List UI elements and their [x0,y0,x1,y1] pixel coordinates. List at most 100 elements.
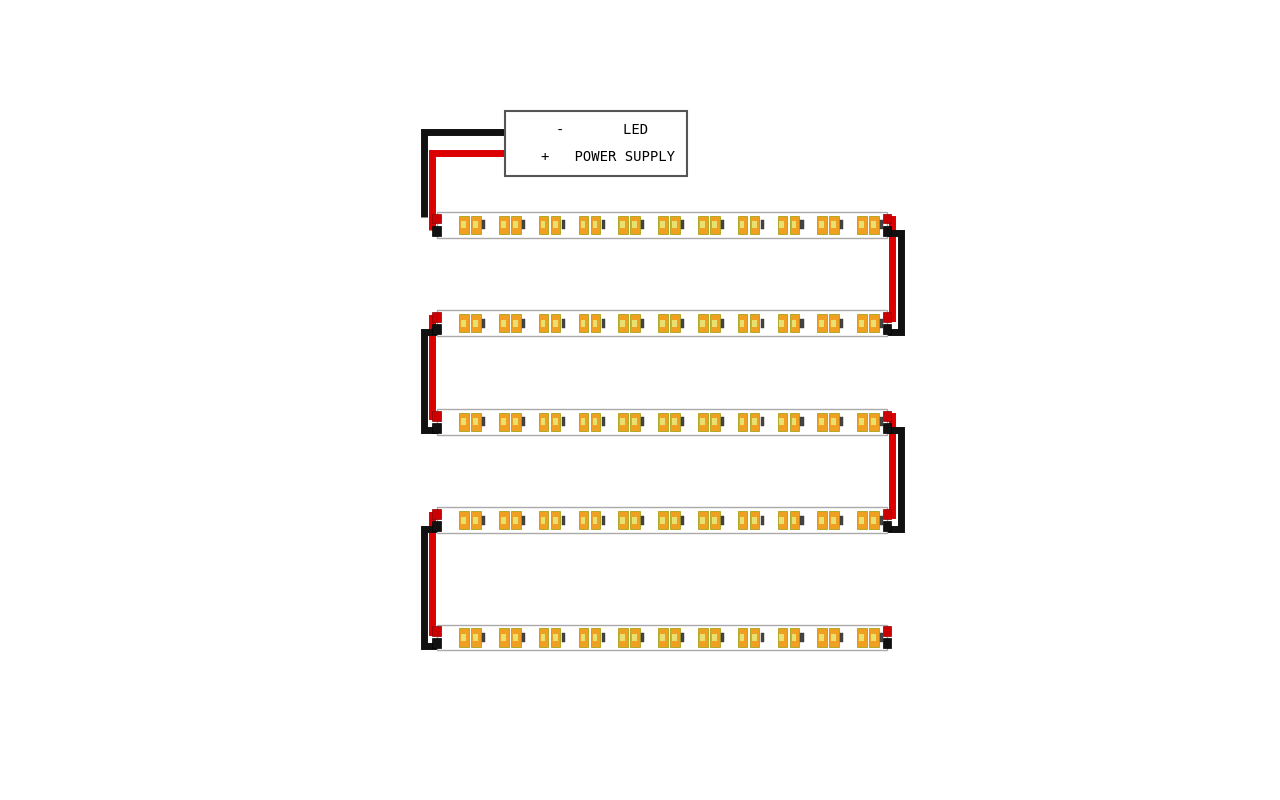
Bar [760,318,764,328]
Bar [581,634,585,641]
Bar [760,516,764,525]
Bar [550,511,561,530]
Bar [869,314,879,332]
Bar [859,418,864,426]
Bar [721,516,724,525]
Bar [881,633,883,642]
Bar [883,638,891,648]
Bar [760,220,764,230]
Bar [618,413,628,431]
Bar [737,314,748,332]
Bar [499,511,508,530]
Bar [474,320,477,327]
Bar [511,413,521,431]
Bar [698,629,708,646]
Bar [621,221,625,228]
Bar [819,634,824,641]
Bar [671,413,680,431]
Bar [751,634,756,641]
Bar [461,418,466,426]
Bar [790,511,799,530]
Bar [859,517,864,524]
Bar [740,221,745,228]
Bar [737,511,748,530]
Bar [590,314,600,332]
Bar [522,418,525,426]
Bar [499,216,508,234]
Bar [832,221,836,228]
Bar [553,221,558,228]
Bar [869,511,879,530]
Bar [641,318,645,328]
Bar [461,221,466,228]
Bar [858,413,867,431]
Bar [471,629,481,646]
Bar [433,312,440,322]
Bar [433,410,440,421]
Bar [632,634,637,641]
Bar [579,511,588,530]
Bar [800,318,804,328]
Bar [550,216,561,234]
Bar [750,314,759,332]
Bar [540,634,545,641]
Bar [474,221,477,228]
Bar [832,517,836,524]
Bar [790,216,799,234]
Bar [618,511,628,530]
Bar [460,216,468,234]
Bar [698,216,708,234]
Bar [829,629,838,646]
Bar [710,629,719,646]
Bar [511,216,521,234]
Bar [712,418,717,426]
Bar [513,418,518,426]
Bar [737,216,748,234]
Bar [631,511,640,530]
Text: -       LED: - LED [556,122,648,137]
Bar [859,320,864,327]
Bar [511,511,521,530]
Bar [751,418,756,426]
Bar [553,517,558,524]
Bar [658,216,668,234]
Bar [858,314,867,332]
Bar [818,629,827,646]
Bar [872,418,876,426]
Bar [721,220,724,230]
Bar [840,516,844,525]
Bar [602,220,604,230]
Bar [579,216,588,234]
Bar [710,413,719,431]
Bar [671,511,680,530]
Bar [641,633,645,642]
Bar [829,413,838,431]
Bar [791,517,796,524]
Bar [562,516,564,525]
Bar [780,418,785,426]
Bar [618,629,628,646]
Bar [681,633,685,642]
Bar [791,221,796,228]
Bar [721,418,724,426]
Bar [540,221,545,228]
Bar [672,634,677,641]
Bar [869,413,879,431]
Bar [777,629,787,646]
Bar [872,221,876,228]
Bar [660,221,664,228]
Bar [433,626,440,636]
Bar [500,634,506,641]
Bar [790,629,799,646]
Bar [461,320,466,327]
Bar [881,418,883,426]
Bar [593,517,598,524]
Bar [632,221,637,228]
Bar [832,320,836,327]
Bar [740,634,745,641]
Bar [631,216,640,234]
Bar [777,216,787,234]
Bar [483,516,485,525]
Bar [710,511,719,530]
Bar [632,320,637,327]
